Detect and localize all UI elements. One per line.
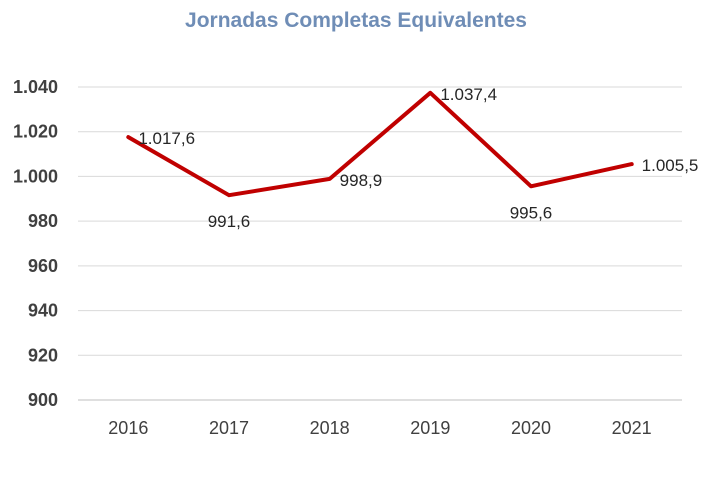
x-tick-label: 2021 — [612, 418, 652, 438]
y-tick-label: 900 — [28, 390, 58, 410]
data-labels: 1.017,6 991,6 998,9 1.037,4 995,6 1.005,5 — [138, 85, 698, 231]
series-line — [126, 90, 634, 198]
series-group — [126, 90, 634, 198]
gridlines — [78, 86, 682, 401]
x-tick-label: 2019 — [410, 418, 450, 438]
x-tick-label: 2018 — [310, 418, 350, 438]
y-tick-label: 980 — [28, 211, 58, 231]
data-label: 998,9 — [340, 171, 383, 190]
y-tick-label: 940 — [28, 301, 58, 321]
y-axis-ticks: 900 920 940 960 980 1.000 1.020 1.040 — [13, 77, 58, 410]
x-tick-label: 2020 — [511, 418, 551, 438]
data-label: 1.037,4 — [440, 85, 497, 104]
data-label: 1.017,6 — [138, 129, 195, 148]
y-tick-label: 920 — [28, 345, 58, 365]
x-axis-ticks: 2016 2017 2018 2019 2020 2021 — [108, 418, 651, 438]
x-tick-label: 2016 — [108, 418, 148, 438]
y-tick-label: 1.000 — [13, 166, 58, 186]
data-label: 991,6 — [208, 212, 251, 231]
y-tick-label: 1.020 — [13, 122, 58, 142]
x-tick-label: 2017 — [209, 418, 249, 438]
y-tick-label: 1.040 — [13, 77, 58, 97]
data-label: 1.005,5 — [642, 156, 699, 175]
data-label: 995,6 — [510, 203, 553, 222]
chart-title: Jornadas Completas Equivalentes — [185, 9, 527, 32]
y-tick-label: 960 — [28, 256, 58, 276]
